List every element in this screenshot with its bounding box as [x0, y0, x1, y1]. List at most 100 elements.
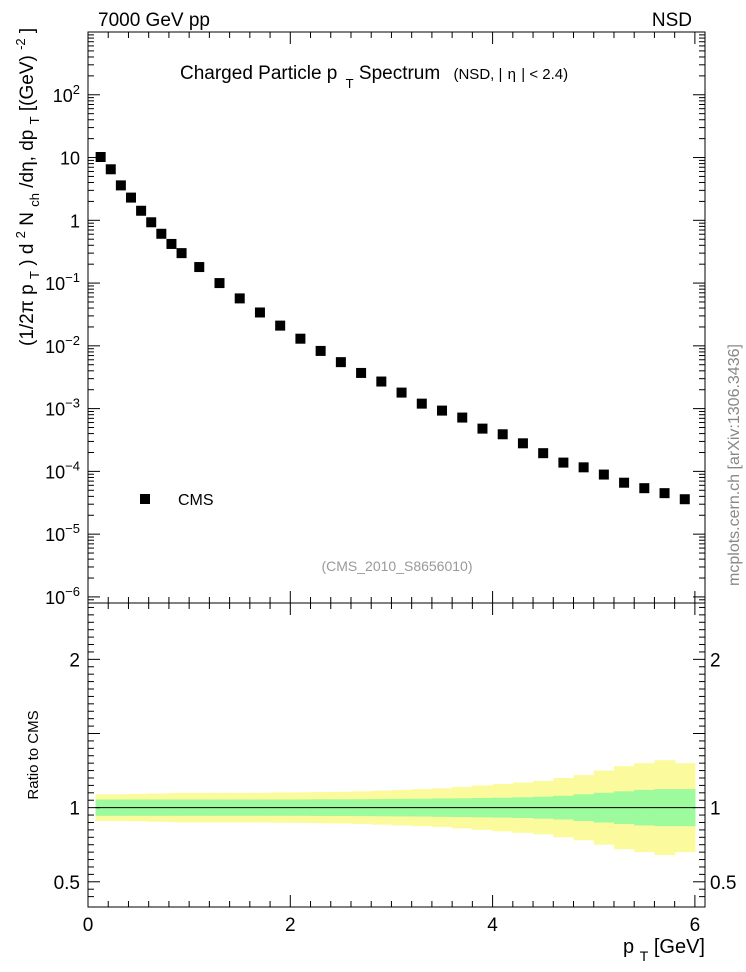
data-point-21	[437, 405, 448, 416]
data-point-13	[275, 320, 286, 331]
tick-base: 10	[45, 525, 65, 545]
title-qualifier-b: | < 2.4)	[521, 66, 568, 83]
x-tick-label-1: 2	[285, 915, 296, 936]
data-point-31	[639, 483, 650, 494]
tick-base: 10	[45, 274, 65, 294]
title-part-a: Charged Particle p	[180, 63, 337, 84]
title-qualifier-a: (NSD, |	[453, 66, 502, 83]
ylabel-part3: N	[17, 212, 38, 226]
data-point-27	[558, 457, 569, 468]
main-y-tick-label-6: 10−4	[45, 458, 80, 482]
main-y-tick-label-5: 10−3	[45, 396, 80, 420]
title-subscript: T	[346, 76, 354, 91]
data-point-11	[234, 293, 245, 304]
main-y-tick-label-2: 1	[70, 211, 80, 231]
data-point-12	[254, 307, 265, 318]
main-y-tick-label-3: 10−1	[45, 270, 80, 294]
data-point-23	[477, 423, 488, 434]
data-point-3	[125, 192, 136, 203]
ratio-y-tick-label-left-1: 1	[69, 799, 80, 820]
tick-base: 10	[53, 86, 73, 106]
data-point-18	[376, 376, 387, 387]
data-point-8	[176, 248, 187, 259]
ratio-y-tick-label-left-2: 0.5	[54, 873, 80, 894]
tick-base: 10	[60, 149, 80, 169]
ratio-y-tick-label-left-0: 2	[69, 650, 80, 671]
main-y-tick-label-1: 10	[60, 149, 80, 169]
data-point-17	[356, 367, 367, 378]
tick-exponent: −1	[65, 270, 80, 285]
data-point-29	[598, 469, 609, 480]
x-tick-label-2: 4	[487, 915, 498, 936]
data-point-24	[497, 429, 508, 440]
x-tick-label-3: 6	[690, 915, 701, 936]
data-point-10	[214, 278, 225, 289]
ylabel-sub-t1: T	[27, 271, 42, 279]
xlabel-sub: T	[640, 948, 649, 964]
tick-base: 10	[45, 337, 65, 357]
ylabel-sub-ch: ch	[27, 193, 42, 207]
ratio-y-tick-label-right-1: 1	[710, 799, 721, 820]
ylabel-part2: ) d	[17, 244, 38, 266]
tick-exponent: −5	[65, 521, 80, 536]
ylabel-part6: ]	[17, 28, 38, 33]
ylabel-part5: [(GeV)	[17, 55, 38, 111]
x-axis-label: p T [GeV]	[623, 936, 705, 966]
data-point-9	[194, 262, 205, 273]
data-point-7	[166, 238, 177, 249]
tick-base: 10	[45, 400, 65, 420]
header-right: NSD	[652, 10, 692, 31]
legend: CMS	[140, 492, 214, 509]
main-y-tick-label-7: 10−5	[45, 521, 80, 545]
data-point-4	[136, 205, 147, 216]
main-data-points	[95, 151, 690, 505]
data-point-33	[679, 494, 690, 505]
tick-exponent: −4	[65, 458, 80, 473]
data-point-19	[396, 387, 407, 398]
ylabel-sup-2: 2	[13, 231, 28, 238]
title-qualifier-eta: η	[508, 66, 516, 83]
legend-label-cms: CMS	[178, 492, 214, 509]
ratio-y-tick-label-right-2: 0.5	[710, 873, 736, 894]
data-point-30	[619, 477, 630, 488]
data-point-20	[416, 398, 427, 409]
data-point-22	[457, 412, 468, 423]
data-point-14	[295, 333, 306, 344]
side-watermark: mcplots.cern.ch [arXiv:1306.3436]	[726, 344, 743, 586]
tick-exponent: −3	[65, 396, 80, 411]
legend-marker-cms	[140, 494, 150, 504]
analysis-id-watermark: (CMS_2010_S8656010)	[322, 558, 473, 574]
tick-base: 10	[45, 588, 65, 608]
xlabel-unit: [GeV]	[654, 936, 705, 958]
ratio-frame	[87, 602, 706, 908]
data-point-0	[95, 151, 106, 162]
ylabel-part1: (1/2π p	[17, 284, 38, 346]
tick-exponent: −2	[65, 333, 80, 348]
tick-base: 1	[70, 211, 80, 231]
data-point-5	[146, 217, 157, 228]
title-part-b: Spectrum	[359, 63, 440, 84]
data-point-28	[578, 462, 589, 473]
data-point-1	[105, 164, 116, 175]
main-y-tick-label-8: 10−6	[45, 584, 80, 608]
ylabel-sub-t2: T	[27, 116, 42, 124]
tick-exponent: −6	[65, 584, 80, 599]
x-tick-label-0: 0	[83, 915, 94, 936]
ratio-y-axis-label: Ratio to CMS	[25, 710, 42, 799]
data-point-16	[335, 357, 346, 368]
main-y-tick-label-4: 10−2	[45, 333, 80, 357]
data-point-15	[315, 345, 326, 356]
ylabel-part4: /dη, dp	[17, 130, 38, 188]
xlabel-main: p	[623, 936, 634, 958]
main-y-axis-label: (1/2π p T ) d 2 N ch /dη, dp T [(GeV) -2…	[9, 28, 44, 346]
tick-base: 10	[45, 462, 65, 482]
main-chart-title: Charged Particle p T Spectrum (NSD, | η …	[180, 63, 568, 93]
tick-exponent: 2	[73, 82, 80, 97]
ylabel-sup-m2: -2	[13, 38, 28, 50]
ratio-y-tick-label-right-0: 2	[710, 650, 721, 671]
header-left: 7000 GeV pp	[98, 10, 210, 31]
data-point-26	[538, 448, 549, 459]
data-point-6	[156, 228, 167, 239]
